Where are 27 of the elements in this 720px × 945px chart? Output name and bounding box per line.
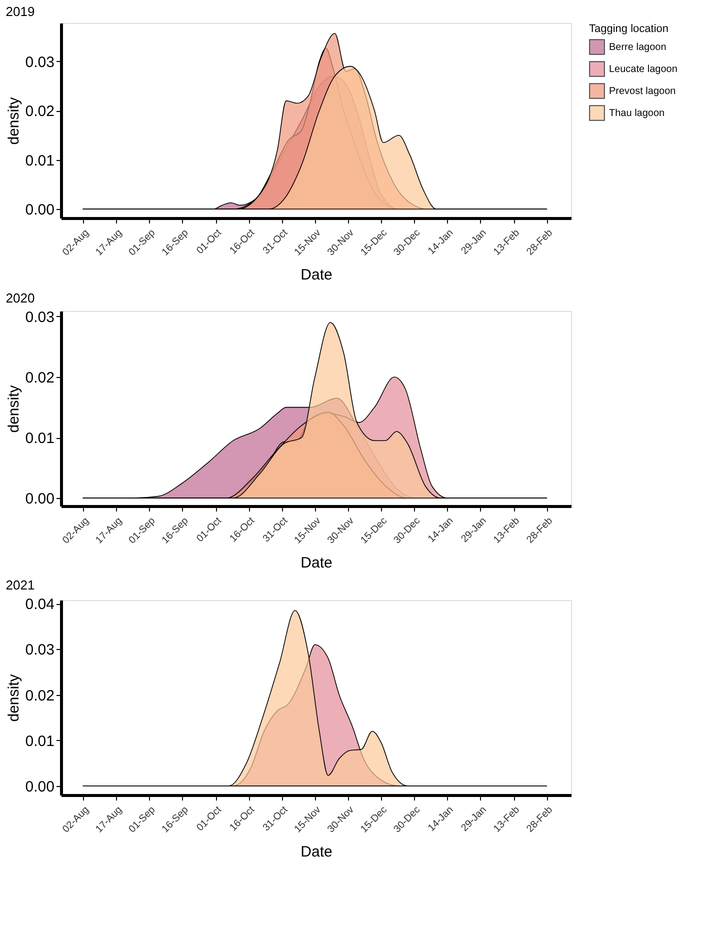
legend-label: Leucate lagoon bbox=[609, 64, 678, 75]
y-tick-label: 0.01 bbox=[25, 152, 54, 170]
chart-title: 2019 bbox=[6, 4, 35, 19]
chart-title: 2021 bbox=[6, 578, 35, 593]
x-axis-title: Date bbox=[300, 554, 332, 572]
legend-label: Thau lagoon bbox=[609, 108, 665, 119]
y-tick-label: 0.00 bbox=[25, 778, 54, 796]
x-axis-title: Date bbox=[300, 266, 332, 284]
legend-title: Tagging location bbox=[589, 23, 669, 35]
legend-label: Prevost lagoon bbox=[609, 86, 676, 97]
y-tick-label: 0.00 bbox=[25, 490, 54, 508]
y-tick-label: 0.04 bbox=[25, 596, 54, 614]
y-tick-label: 0.03 bbox=[25, 54, 54, 71]
y-axis-title: density bbox=[5, 674, 22, 722]
y-axis-title: density bbox=[5, 384, 22, 433]
chart-title: 2020 bbox=[6, 290, 35, 306]
y-tick-label: 0.01 bbox=[25, 732, 54, 750]
y-tick-label: 0.00 bbox=[25, 202, 54, 219]
legend-label: Berre lagoon bbox=[609, 42, 666, 53]
y-tick-label: 0.02 bbox=[25, 103, 54, 120]
y-axis-title: density bbox=[5, 96, 22, 145]
y-tick-label: 0.01 bbox=[25, 430, 54, 448]
y-tick-label: 0.02 bbox=[25, 687, 54, 704]
y-tick-label: 0.03 bbox=[25, 642, 54, 659]
y-tick-label: 0.02 bbox=[25, 370, 54, 387]
x-axis-title: Date bbox=[300, 843, 332, 860]
y-tick-label: 0.03 bbox=[25, 308, 54, 326]
